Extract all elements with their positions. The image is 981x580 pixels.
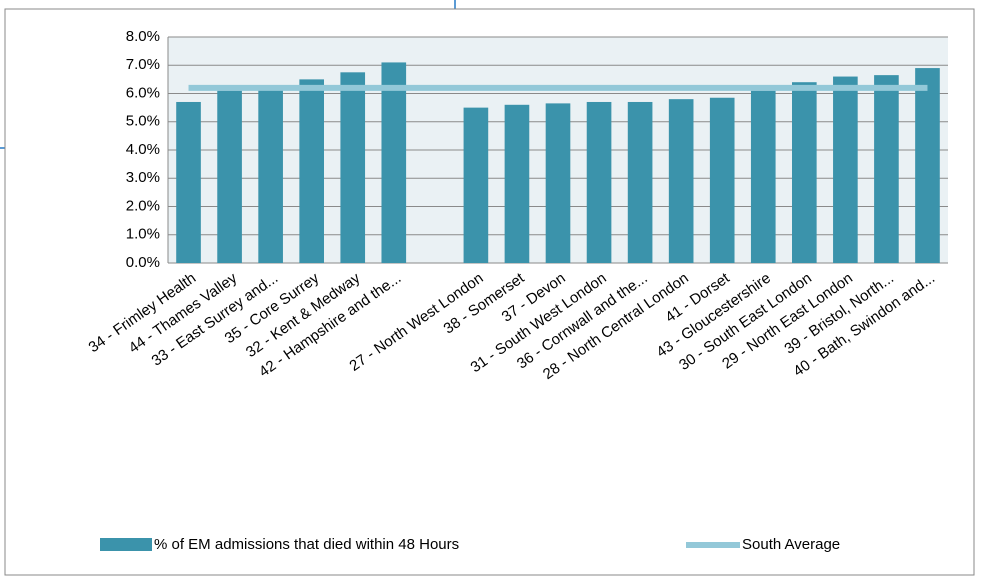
bar	[545, 103, 571, 263]
bar	[833, 76, 858, 263]
bar	[504, 104, 530, 263]
bar	[217, 90, 242, 263]
bar	[176, 101, 201, 263]
bar	[874, 75, 899, 263]
legend-label: South Average	[742, 536, 840, 553]
legend-swatch	[100, 538, 152, 551]
y-tick-label: 4.0%	[126, 141, 160, 158]
legend-label: % of EM admissions that died within 48 H…	[154, 536, 459, 553]
y-tick-label: 6.0%	[126, 84, 160, 101]
y-tick-label: 2.0%	[126, 197, 160, 214]
bar	[668, 99, 694, 264]
bar	[381, 62, 407, 263]
bar	[709, 97, 735, 263]
bar	[915, 68, 940, 263]
y-tick-label: 0.0%	[126, 254, 160, 271]
bar	[258, 87, 283, 263]
bar	[792, 82, 817, 263]
y-tick-label: 5.0%	[126, 113, 160, 130]
y-tick-label: 3.0%	[126, 169, 160, 186]
bar	[750, 90, 776, 263]
y-tick-label: 8.0%	[126, 28, 160, 45]
y-tick-label: 7.0%	[126, 56, 160, 73]
bar	[340, 72, 366, 263]
bar	[627, 101, 653, 263]
bar	[299, 79, 324, 263]
bar	[463, 107, 489, 263]
y-tick-label: 1.0%	[126, 226, 160, 243]
bar	[586, 101, 612, 263]
